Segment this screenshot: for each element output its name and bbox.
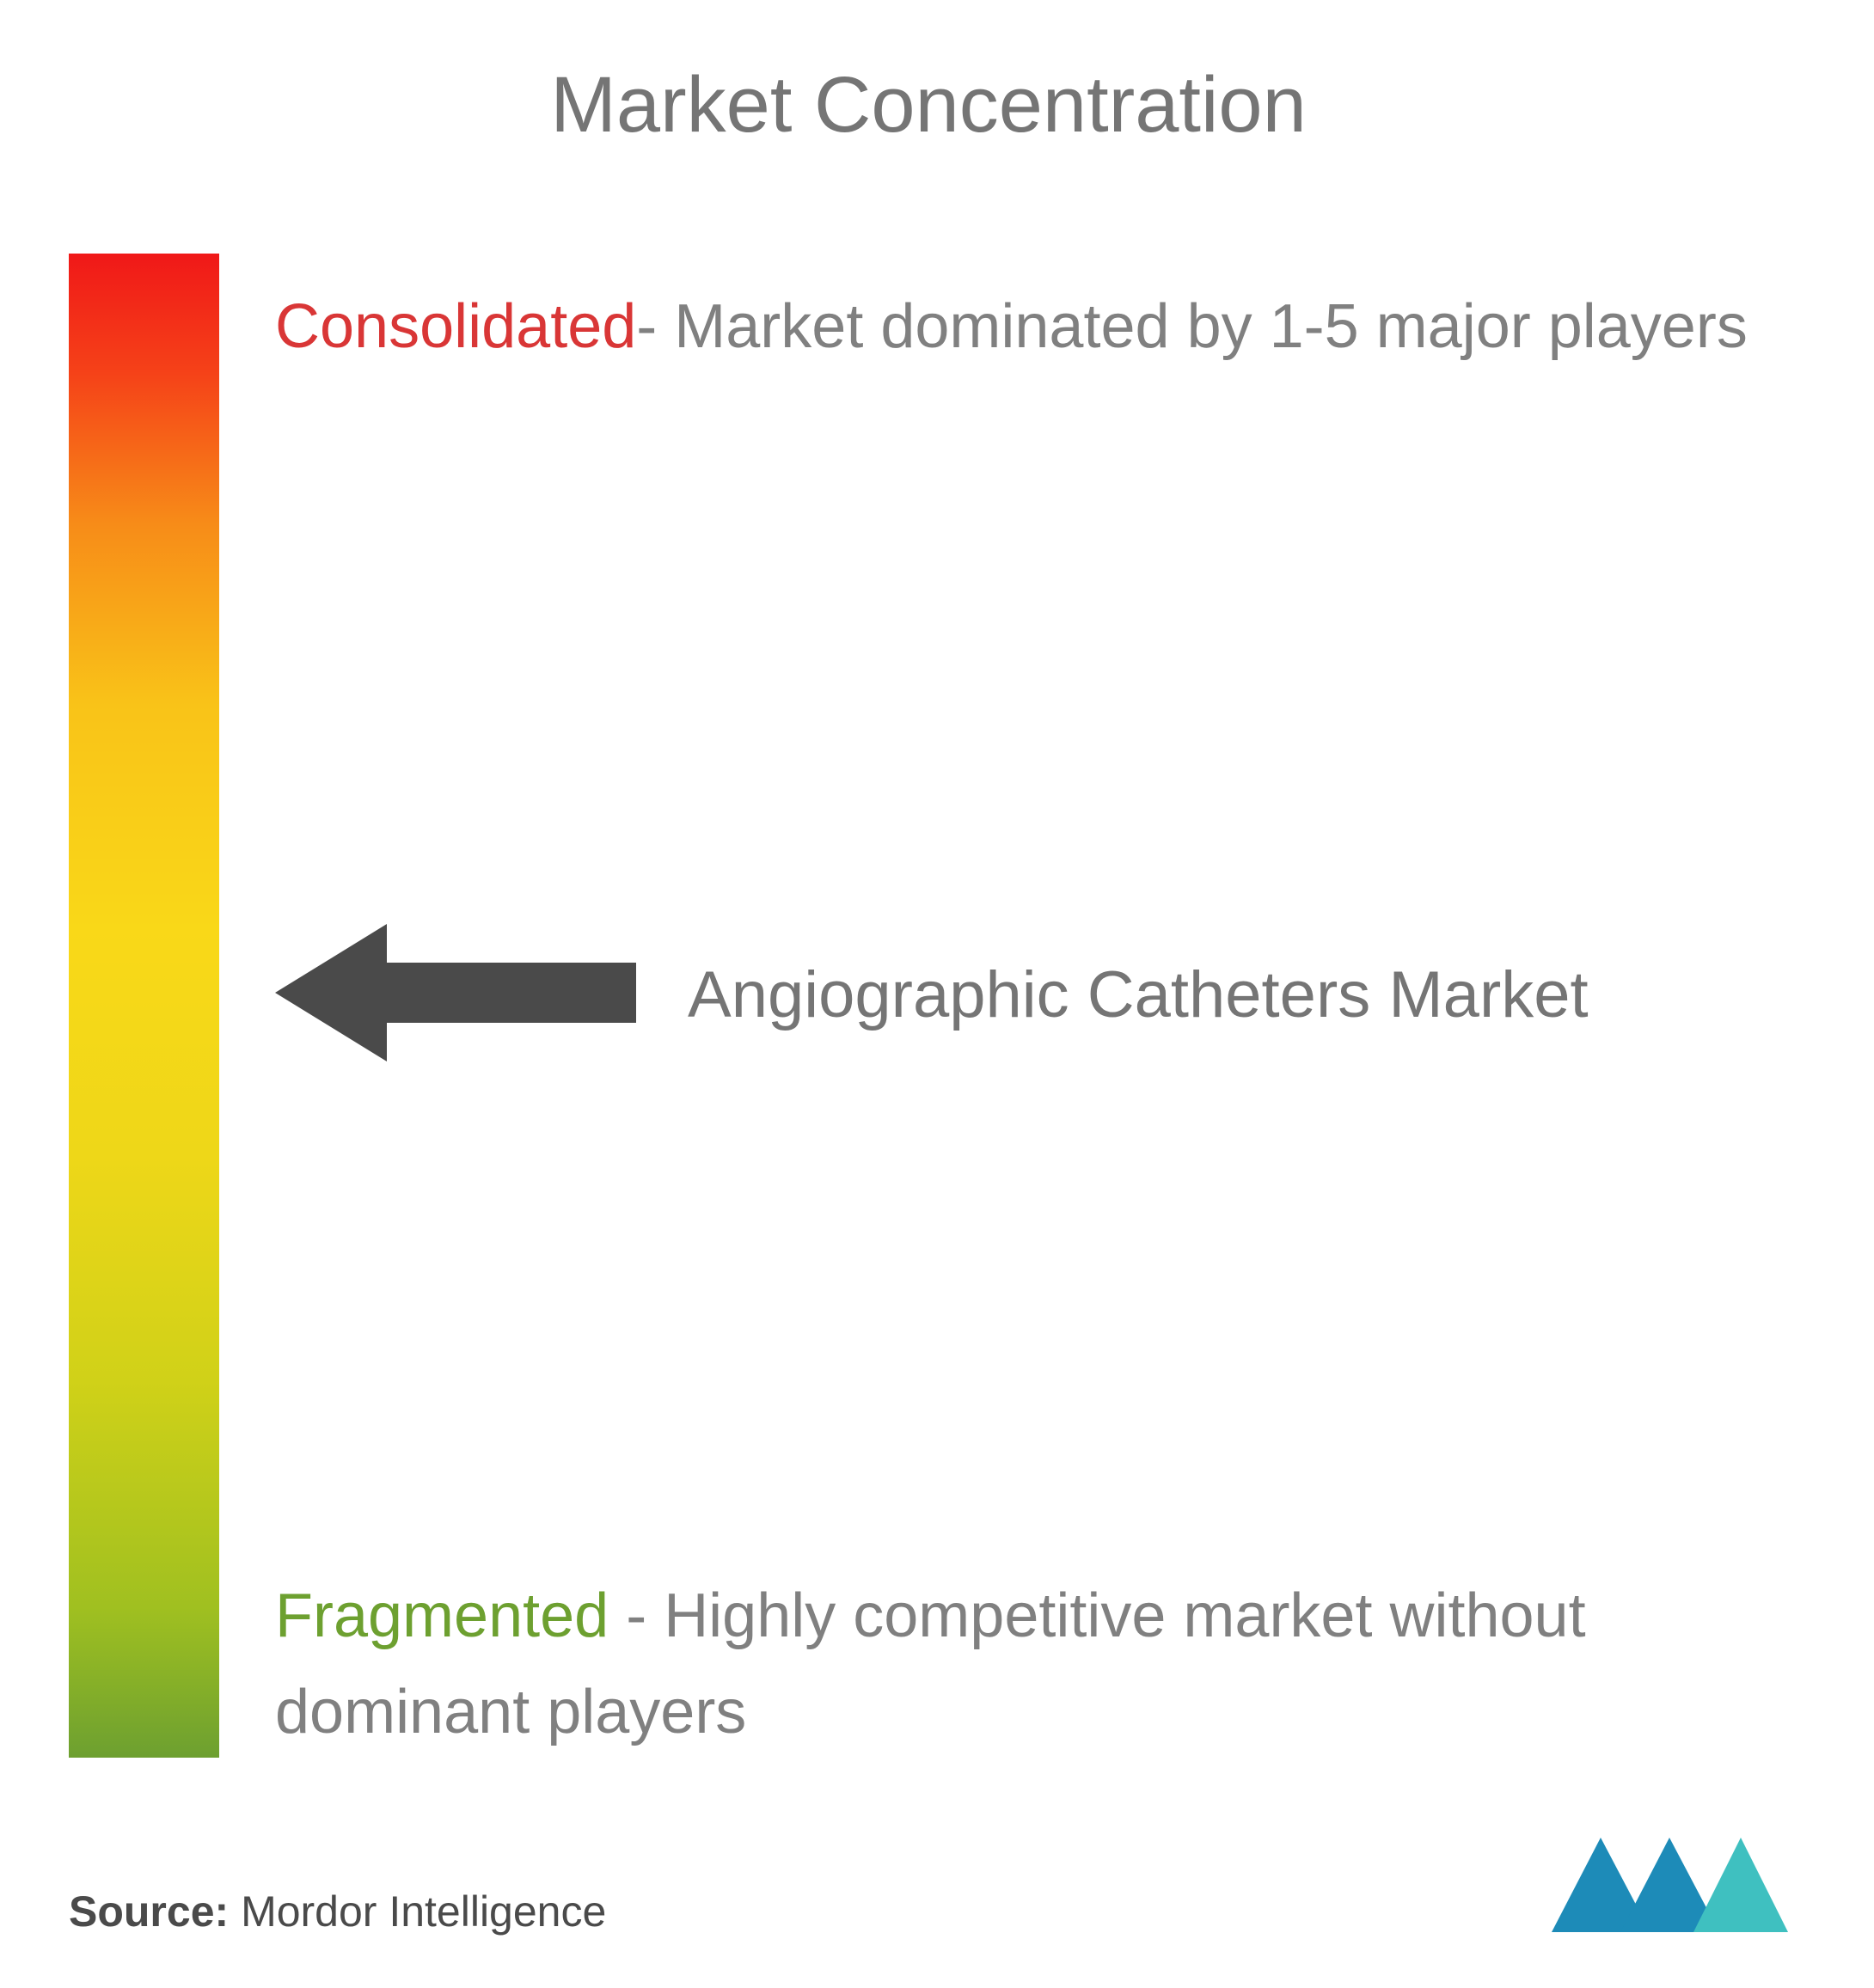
- fragmented-label-block: Fragmented - Highly competitive market w…: [275, 1569, 1754, 1760]
- arrow-icon: [275, 915, 636, 1074]
- main-area: Consolidated- Market dominated by 1-5 ma…: [69, 254, 1788, 1758]
- chart-title: Market Concentration: [69, 60, 1788, 150]
- consolidated-desc: Market dominated by 1-5 major players: [674, 292, 1748, 361]
- market-pointer-block: Angiographic Catheters Market: [275, 915, 1754, 1074]
- market-name-label: Angiographic Catheters Market: [688, 957, 1589, 1032]
- source-line: Source: Mordor Intelligence: [69, 1887, 606, 1936]
- fragmented-separator: -: [609, 1581, 664, 1650]
- mordor-logo-icon: [1547, 1825, 1788, 1936]
- source-label: Source:: [69, 1887, 241, 1936]
- consolidated-separator: -: [636, 292, 674, 361]
- consolidated-label: Consolidated: [275, 292, 636, 361]
- footer: Source: Mordor Intelligence: [69, 1825, 1788, 1936]
- fragmented-label: Fragmented: [275, 1581, 609, 1650]
- source-name: Mordor Intelligence: [241, 1887, 606, 1936]
- consolidated-label-block: Consolidated- Market dominated by 1-5 ma…: [275, 279, 1754, 376]
- infographic-container: Market Concentration Consolidated- Marke…: [0, 0, 1874, 1988]
- concentration-gradient-bar: [69, 254, 219, 1758]
